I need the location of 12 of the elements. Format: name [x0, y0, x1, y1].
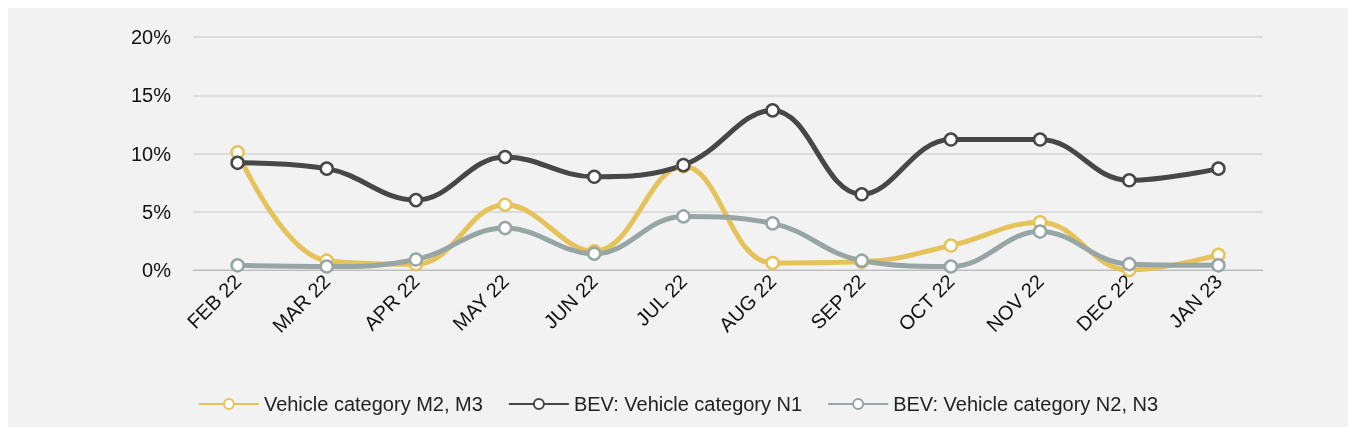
y-tick-label: 5%: [142, 200, 172, 223]
legend-label: Vehicle category M2, M3: [263, 393, 483, 415]
y-tick-label: 15%: [130, 84, 172, 107]
x-tick-label: SEP 22: [806, 270, 870, 334]
legend-label: BEV: Vehicle category N1: [573, 393, 803, 415]
y-tick-label: 0%: [142, 259, 172, 281]
legend-label: BEV: Vehicle category N2, N3: [893, 393, 1159, 415]
x-tick-label: JAN 23: [1164, 270, 1227, 333]
y-tick-label: 20%: [130, 26, 172, 48]
x-tick-label: JUL 22: [631, 270, 692, 331]
y-tick-label: 10%: [130, 142, 172, 165]
x-tick-label: FEB 22: [182, 270, 246, 333]
